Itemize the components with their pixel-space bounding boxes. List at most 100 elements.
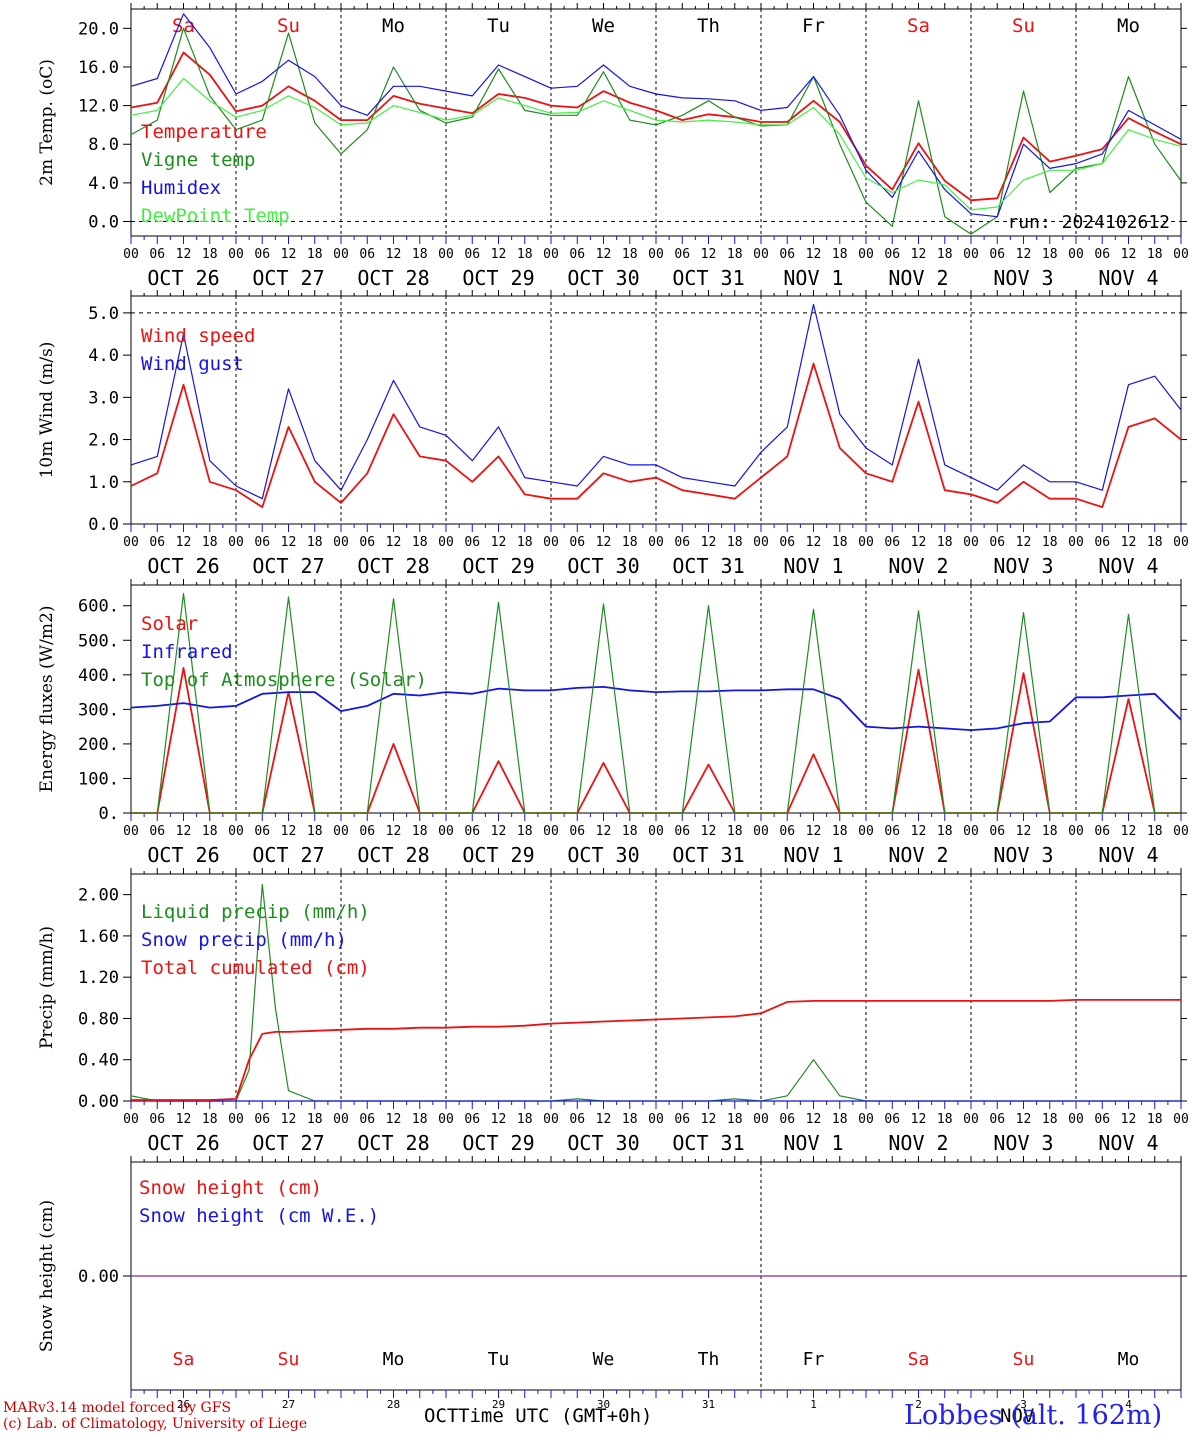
hour-tick-label: 00 [753, 1112, 769, 1127]
weekday-label: Mo [1117, 15, 1140, 37]
hour-tick-label: 12 [1121, 247, 1137, 262]
day-label: NOV 4 [1098, 554, 1158, 578]
hour-tick-label: 06 [884, 824, 900, 839]
hour-tick-label: 00 [753, 824, 769, 839]
series-line [130, 13, 1182, 218]
y-axis-label: 2m Temp. (oC) [37, 59, 57, 186]
hour-tick-label: 06 [884, 247, 900, 262]
y-axis-label: Snow height (cm) [37, 1200, 57, 1352]
day-label: OCT 31 [672, 266, 744, 290]
legend-entry: Humidex [141, 177, 221, 199]
hour-tick-label: 12 [806, 247, 822, 262]
hour-tick-label: 18 [937, 824, 953, 839]
day-label: OCT 28 [357, 554, 429, 578]
series-line [130, 362, 1182, 509]
hour-tick-label: 00 [123, 824, 139, 839]
x-axis-title: Time UTC (GMT+0h) [458, 1405, 653, 1427]
y-tick-label: 2.00 [78, 886, 119, 906]
day-label: OCT 28 [357, 1131, 429, 1155]
hour-tick-label: 00 [1173, 824, 1189, 839]
y-axis: 5.0 4.0 3.0 2.0 1.0 0.0 10m Wind (m/s) [37, 304, 1187, 535]
hour-tick-label: 06 [1094, 247, 1110, 262]
day-number-label: 2 [915, 1398, 922, 1411]
weekday-label: Su [1012, 15, 1035, 37]
hour-tick-label: 00 [1173, 247, 1189, 262]
hour-tick-label: 18 [412, 247, 428, 262]
series-line [131, 592, 1181, 814]
hour-tick-label: 18 [202, 247, 218, 262]
hour-tick-label: 00 [333, 1112, 349, 1127]
hour-tick-label: 12 [596, 247, 612, 262]
weekday-label: Su [1013, 1349, 1035, 1370]
hour-tick-label: 18 [1147, 535, 1163, 550]
hour-tick-label: 12 [1121, 1112, 1137, 1127]
day-number-label: 3 [1020, 1398, 1027, 1411]
hour-tick-label: 18 [1042, 247, 1058, 262]
hour-tick-label: 12 [386, 1112, 402, 1127]
weekday-label: Tu [488, 1349, 510, 1370]
y-tick-label: 0.40 [78, 1051, 119, 1071]
y-tick-label: 5.0 [88, 304, 119, 324]
credit-line: (c) Lab. of Climatology, University of L… [3, 1416, 308, 1432]
day-label: OCT 31 [672, 1131, 744, 1155]
hour-tick-label: 06 [254, 247, 270, 262]
y-tick-label: 500. [78, 631, 119, 651]
run-label: run: 2024102612 [1007, 212, 1170, 233]
hour-tick-label: 18 [622, 535, 638, 550]
hour-tick-label: 12 [596, 1112, 612, 1127]
weekday-label: Tu [487, 15, 510, 37]
month-right-label: NOV [1000, 1405, 1035, 1427]
day-label: OCT 27 [252, 554, 324, 578]
y-tick-label: 8.0 [88, 135, 119, 155]
hour-tick-label: 06 [464, 535, 480, 550]
hour-tick-label: 00 [753, 535, 769, 550]
y-tick-label: 3.0 [88, 388, 119, 408]
weekday-label: Th [697, 15, 720, 37]
hour-tick-label: 06 [779, 1112, 795, 1127]
weekday-label: Mo [383, 1349, 405, 1370]
legend-entry: Snow height (cm) [139, 1177, 322, 1199]
hour-tick-label: 12 [1121, 535, 1137, 550]
hour-tick-label: 06 [779, 535, 795, 550]
hour-tick-label: 12 [491, 824, 507, 839]
hour-tick-label: 00 [1068, 824, 1084, 839]
hour-tick-label: 00 [648, 1112, 664, 1127]
weekday-label: Sa [907, 15, 930, 37]
day-label: NOV 1 [783, 843, 843, 867]
hour-tick-label: 00 [333, 247, 349, 262]
hour-tick-label: 12 [386, 247, 402, 262]
y-tick-label: 200. [78, 735, 119, 755]
day-label: OCT 30 [567, 843, 639, 867]
day-label: OCT 30 [567, 266, 639, 290]
hour-tick-label: 06 [149, 535, 165, 550]
hour-tick-label: 18 [202, 824, 218, 839]
weekday-label: Mo [382, 15, 405, 37]
hour-tick-label: 06 [989, 824, 1005, 839]
hour-tick-label: 18 [307, 1112, 323, 1127]
hour-tick-label: 18 [1042, 1112, 1058, 1127]
x-axis: 00 06 12 18 OCT 26 00 06 12 18 OCT 27 00 06 12 18 OCT … [123, 290, 1189, 578]
hour-tick-label: 00 [648, 247, 664, 262]
hour-tick-label: 18 [832, 824, 848, 839]
y-tick-label: 0.00 [78, 1267, 119, 1287]
hour-tick-label: 12 [1121, 824, 1137, 839]
hour-tick-label: 06 [779, 247, 795, 262]
hour-tick-label: 18 [832, 535, 848, 550]
y-axis: 0.00 Snow height (cm) [37, 1200, 1187, 1352]
series-group [130, 883, 1181, 1102]
hour-tick-label: 12 [1016, 824, 1032, 839]
day-label: NOV 1 [783, 266, 843, 290]
hour-tick-label: 18 [937, 247, 953, 262]
hour-tick-label: 06 [569, 247, 585, 262]
hour-tick-label: 00 [858, 1112, 874, 1127]
hour-tick-label: 06 [674, 1112, 690, 1127]
x-axis: 00 06 12 18 OCT 26 00 06 12 18 OCT 27 00 06 12 18 OCT … [123, 3, 1189, 290]
hour-tick-label: 06 [149, 247, 165, 262]
day-label: NOV 1 [783, 1131, 843, 1155]
hour-tick-label: 12 [701, 824, 717, 839]
hour-tick-label: 12 [281, 1112, 297, 1127]
legend: Liquid precip (mm/h) Snow precip (mm/h) To… [141, 901, 370, 979]
panel-2: 5.0 4.0 3.0 2.0 1.0 0.0 10m Wind (m/s) 00 06 12 18… [37, 290, 1189, 578]
hour-tick-label: 12 [491, 247, 507, 262]
